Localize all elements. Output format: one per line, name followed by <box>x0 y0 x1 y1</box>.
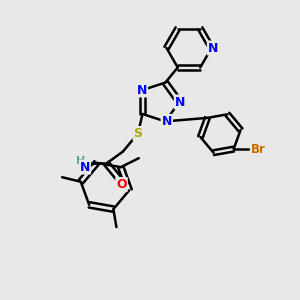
Text: N: N <box>208 41 218 55</box>
Text: N: N <box>175 95 185 109</box>
Text: N: N <box>80 160 90 174</box>
Text: N: N <box>137 83 147 97</box>
Text: S: S <box>134 127 142 140</box>
Text: H: H <box>76 156 85 166</box>
Text: O: O <box>116 178 127 191</box>
Text: Br: Br <box>251 142 266 156</box>
Text: N: N <box>162 115 172 128</box>
